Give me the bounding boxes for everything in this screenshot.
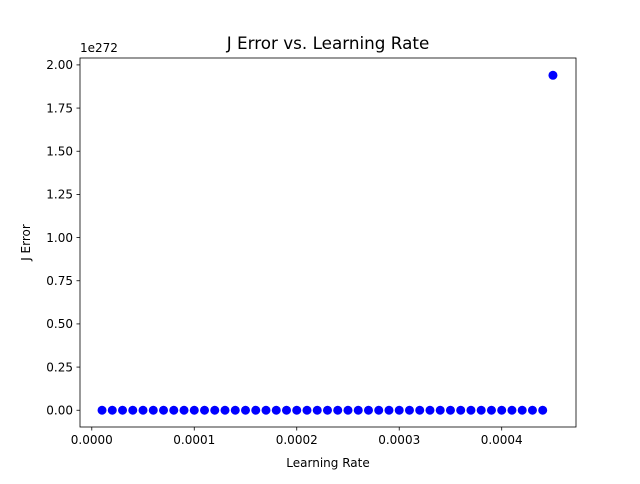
data-points xyxy=(97,70,558,415)
data-point xyxy=(548,70,558,80)
data-point xyxy=(118,405,128,415)
data-point xyxy=(281,405,291,415)
data-point xyxy=(517,405,527,415)
data-point xyxy=(312,405,322,415)
data-point xyxy=(476,405,486,415)
data-point xyxy=(200,405,210,415)
y-tick-label: 0.50 xyxy=(46,317,73,331)
data-point xyxy=(486,405,496,415)
data-point xyxy=(159,405,169,415)
data-point xyxy=(241,405,251,415)
y-tick-label: 1.25 xyxy=(46,188,73,202)
y-axis-offset-label: 1e272 xyxy=(80,41,118,55)
y-tick-label: 0.25 xyxy=(46,360,73,374)
y-axis-label: J Error xyxy=(19,224,33,262)
data-point xyxy=(302,405,312,415)
x-tick-label: 0.0004 xyxy=(481,433,523,447)
data-point xyxy=(343,405,353,415)
x-tick-label: 0.0000 xyxy=(71,433,113,447)
y-tick-label: 1.50 xyxy=(46,145,73,159)
data-point xyxy=(179,405,189,415)
data-point xyxy=(456,405,466,415)
data-point xyxy=(261,405,271,415)
data-point xyxy=(271,405,281,415)
x-axis-ticks: 0.0000 0.0001 0.0002 0.0003 0.0004 xyxy=(71,427,523,447)
y-axis-ticks: 0.00 0.25 0.50 0.75 1.00 1.25 1.50 1.75 2.00 xyxy=(46,58,80,418)
data-point xyxy=(333,405,343,415)
x-axis-label: Learning Rate xyxy=(286,456,369,470)
data-point xyxy=(292,405,302,415)
data-point xyxy=(322,405,332,415)
data-point xyxy=(353,405,363,415)
data-point xyxy=(138,405,148,415)
data-point xyxy=(148,405,158,415)
data-point xyxy=(415,405,425,415)
data-point xyxy=(97,405,107,415)
chart-title: J Error vs. Learning Rate xyxy=(226,33,430,53)
data-point xyxy=(538,405,548,415)
y-tick-label: 2.00 xyxy=(46,58,73,72)
data-point xyxy=(220,405,230,415)
x-tick-label: 0.0001 xyxy=(173,433,215,447)
data-point xyxy=(404,405,414,415)
x-tick-label: 0.0003 xyxy=(378,433,420,447)
x-tick-label: 0.0002 xyxy=(276,433,318,447)
data-point xyxy=(169,405,179,415)
y-tick-label: 1.75 xyxy=(46,101,73,115)
data-point xyxy=(374,405,384,415)
data-point xyxy=(384,405,394,415)
data-point xyxy=(189,405,199,415)
data-point xyxy=(466,405,476,415)
data-point xyxy=(210,405,220,415)
data-point xyxy=(230,405,240,415)
y-tick-label: 0.75 xyxy=(46,274,73,288)
data-point xyxy=(445,405,455,415)
data-point xyxy=(107,405,117,415)
plot-area-frame xyxy=(79,57,577,428)
data-point xyxy=(394,405,404,415)
data-point xyxy=(497,405,507,415)
data-point xyxy=(128,405,138,415)
data-point xyxy=(507,405,517,415)
data-point xyxy=(251,405,261,415)
y-tick-label: 0.00 xyxy=(46,404,73,418)
data-point xyxy=(435,405,445,415)
y-tick-label: 1.00 xyxy=(46,231,73,245)
data-point xyxy=(527,405,537,415)
data-point xyxy=(363,405,373,415)
data-point xyxy=(425,405,435,415)
